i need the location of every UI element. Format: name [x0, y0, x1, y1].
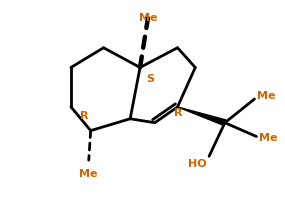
Text: S: S: [146, 74, 154, 84]
Text: Me: Me: [78, 168, 97, 178]
Text: R: R: [80, 110, 89, 120]
Text: Me: Me: [257, 91, 276, 101]
Text: HO: HO: [188, 159, 206, 168]
Text: Me: Me: [259, 132, 278, 142]
Polygon shape: [178, 107, 226, 126]
Text: R: R: [174, 107, 182, 117]
Text: Me: Me: [139, 13, 157, 23]
